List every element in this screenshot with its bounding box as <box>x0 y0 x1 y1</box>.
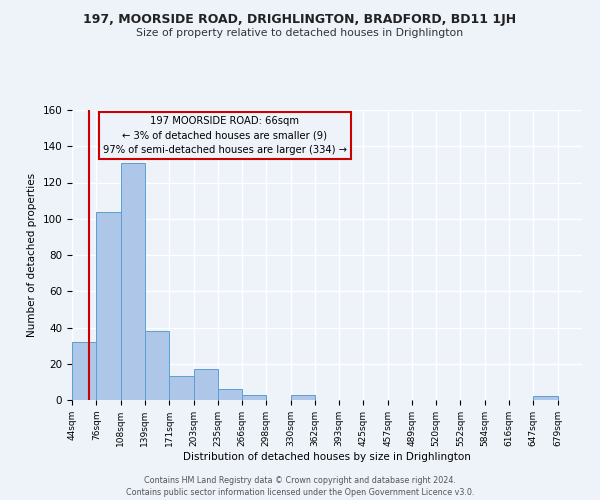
Bar <box>145 331 169 400</box>
Text: Contains public sector information licensed under the Open Government Licence v3: Contains public sector information licen… <box>126 488 474 497</box>
Bar <box>533 396 557 400</box>
Text: Size of property relative to detached houses in Drighlington: Size of property relative to detached ho… <box>136 28 464 38</box>
Bar <box>242 394 266 400</box>
Bar <box>290 394 315 400</box>
Y-axis label: Number of detached properties: Number of detached properties <box>27 173 37 337</box>
Bar <box>194 369 218 400</box>
X-axis label: Distribution of detached houses by size in Drighlington: Distribution of detached houses by size … <box>183 452 471 462</box>
Bar <box>218 389 242 400</box>
Text: Contains HM Land Registry data © Crown copyright and database right 2024.: Contains HM Land Registry data © Crown c… <box>144 476 456 485</box>
Bar <box>72 342 97 400</box>
Bar <box>121 162 145 400</box>
Text: 197 MOORSIDE ROAD: 66sqm
← 3% of detached houses are smaller (9)
97% of semi-det: 197 MOORSIDE ROAD: 66sqm ← 3% of detache… <box>103 116 347 156</box>
Bar <box>169 376 194 400</box>
Bar <box>97 212 121 400</box>
Text: 197, MOORSIDE ROAD, DRIGHLINGTON, BRADFORD, BD11 1JH: 197, MOORSIDE ROAD, DRIGHLINGTON, BRADFO… <box>83 12 517 26</box>
